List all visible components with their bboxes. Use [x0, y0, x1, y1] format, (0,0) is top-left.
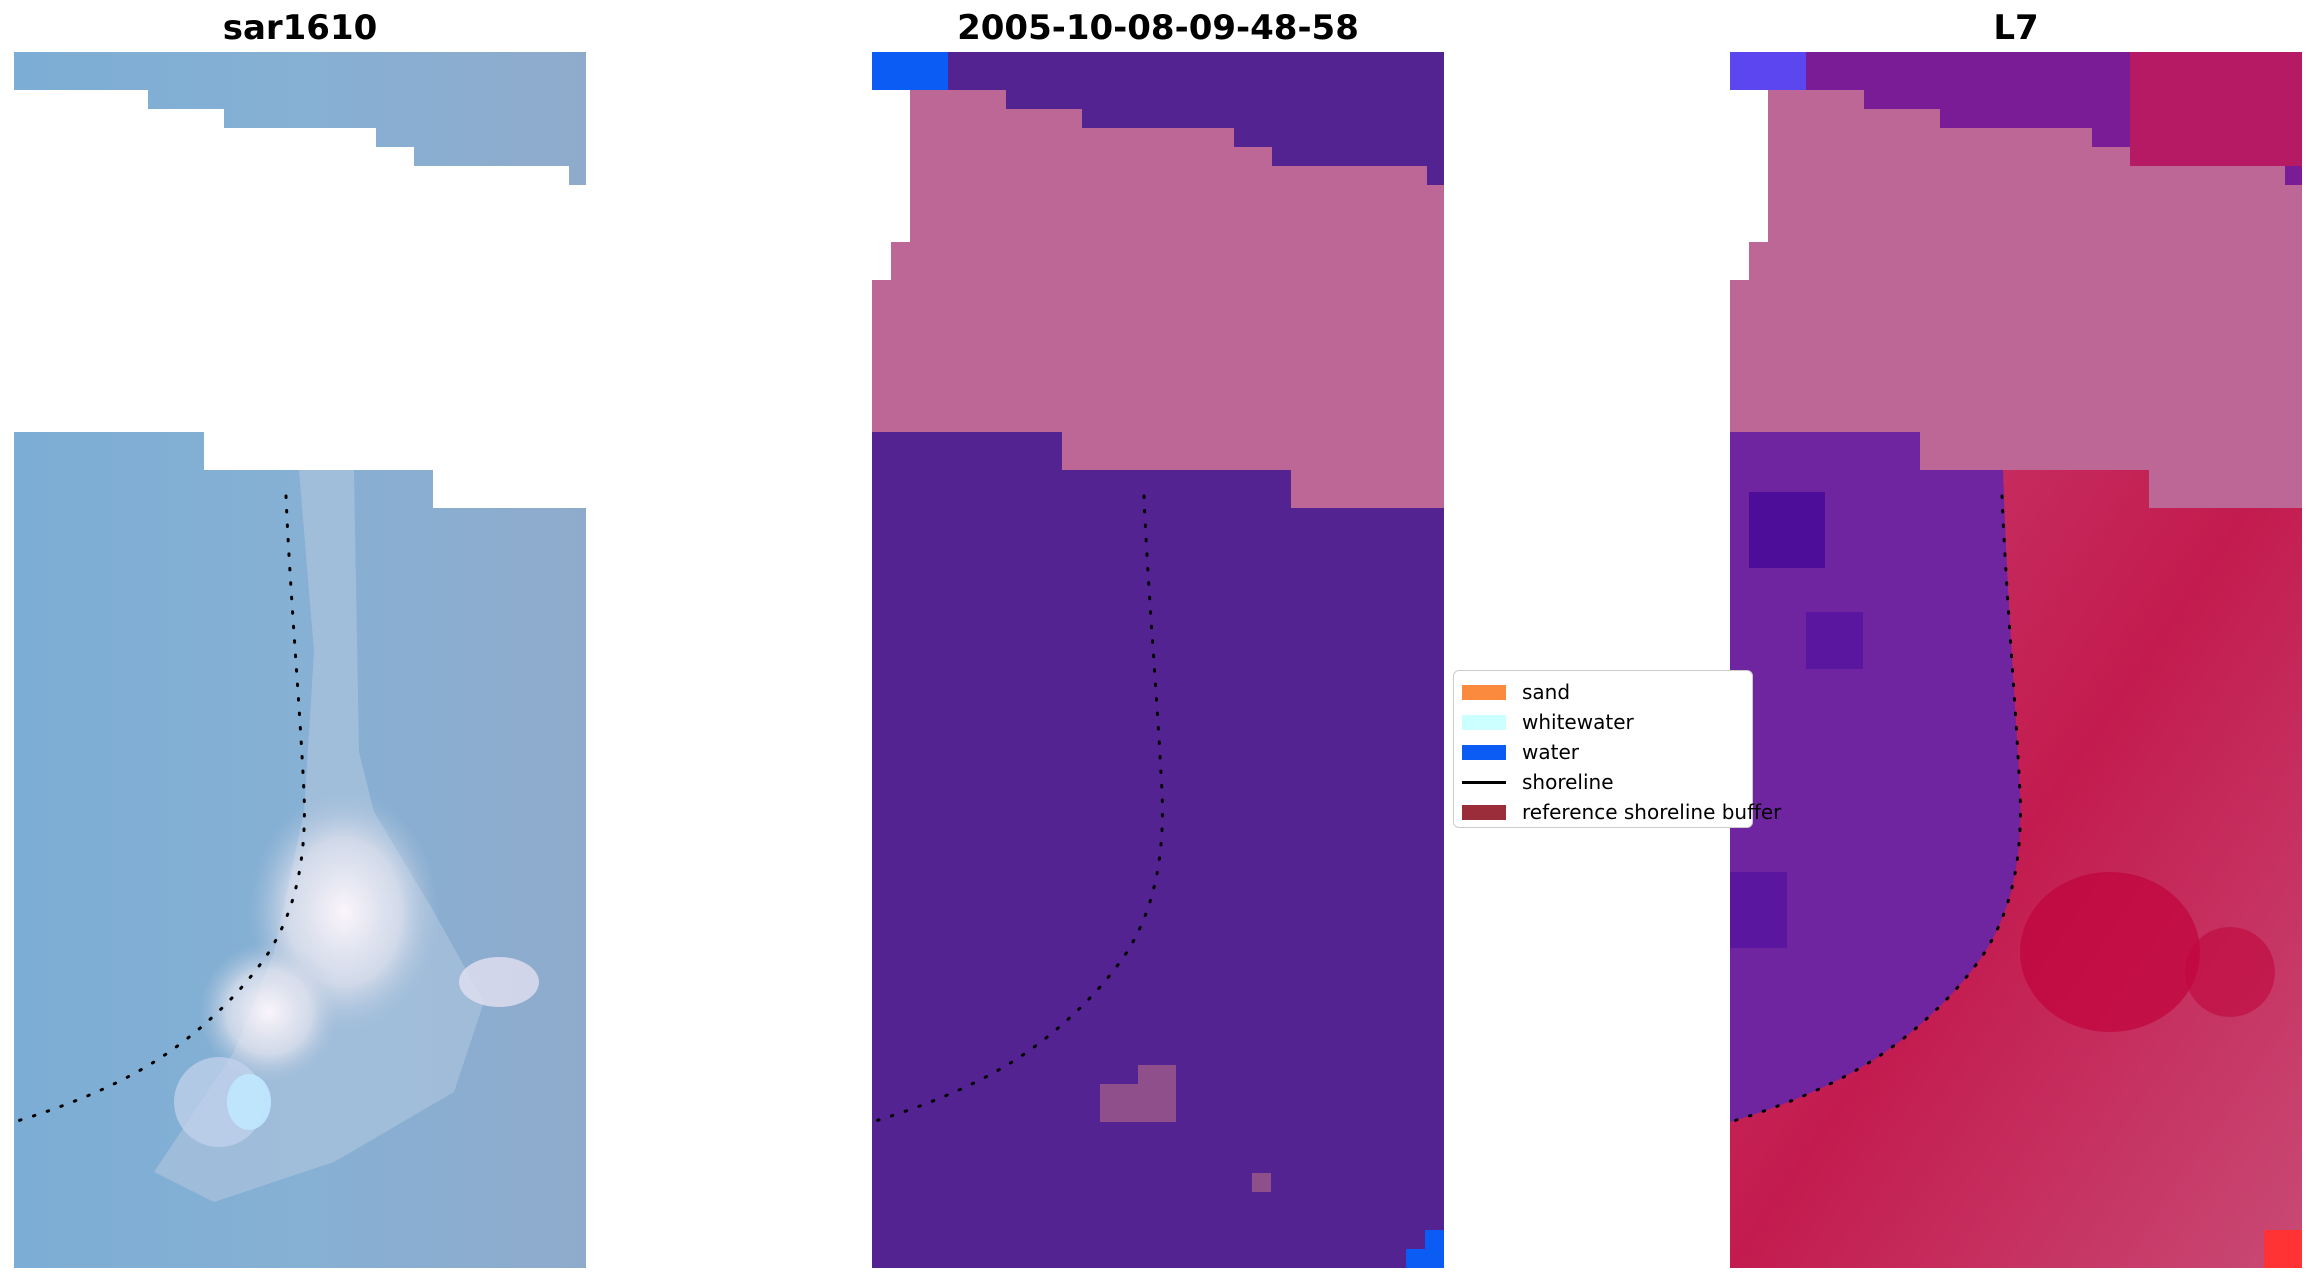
whitewater-patch	[459, 957, 539, 1007]
index-hot-patch	[2264, 1230, 2302, 1268]
legend: sand whitewater water shoreline referenc…	[1453, 670, 1781, 828]
image-data-strip	[14, 52, 586, 185]
legend-item-water: water	[1454, 737, 1752, 767]
bright-spot	[227, 1074, 271, 1130]
class-water	[872, 52, 948, 90]
legend-label: shoreline	[1522, 770, 1614, 794]
legend-label: water	[1522, 740, 1579, 764]
legend-item-sand: sand	[1454, 677, 1752, 707]
whitewater-swatch	[1462, 714, 1506, 730]
panel-title-date: 2005-10-08-09-48-58	[957, 8, 1359, 48]
legend-item-shoreline: shoreline	[1454, 767, 1752, 797]
class-water	[1406, 1230, 1444, 1268]
l7-image	[1730, 52, 2302, 1268]
rgb-image-panel	[14, 52, 586, 1268]
class-region-other	[948, 52, 1444, 185]
shoreline	[14, 494, 306, 1124]
index-region-low	[1730, 432, 2021, 1122]
whitewater-patch	[199, 942, 339, 1082]
index-hot-patch	[2020, 872, 2200, 1032]
index-dark-patch	[1730, 872, 1787, 948]
classified-image-panel	[872, 52, 1444, 1268]
legend-label: sand	[1522, 680, 1571, 704]
index-top-red	[2130, 52, 2302, 166]
index-region-pink	[1730, 90, 2302, 508]
index-hot-patch	[2185, 927, 2275, 1017]
legend-label: reference shoreline buffer	[1522, 800, 1782, 824]
panel-title-sar1610: sar1610	[222, 8, 378, 48]
legend-label: whitewater	[1522, 710, 1634, 734]
class-region-other	[872, 432, 1444, 1268]
index-dark-patch	[1806, 612, 1863, 669]
sand-swatch	[1462, 684, 1506, 700]
water-swatch	[1462, 744, 1506, 760]
shoreline	[1730, 494, 2022, 1124]
l7-image-panel	[1730, 52, 2302, 1268]
reference-buffer-swatch	[1462, 804, 1506, 820]
class-region-pink	[872, 90, 1444, 508]
classified-image	[872, 52, 1444, 1268]
rgb-image	[14, 52, 586, 1268]
shoreline	[872, 494, 1164, 1124]
shoreline-line-swatch	[1462, 780, 1506, 784]
legend-item-whitewater: whitewater	[1454, 707, 1752, 737]
index-dark-patch	[1749, 492, 1825, 568]
index-water	[1730, 52, 1806, 90]
legend-item-reference-shoreline-buffer: reference shoreline buffer	[1454, 797, 1781, 827]
class-small-patch	[1252, 1173, 1271, 1192]
class-small-patch	[1100, 1065, 1176, 1122]
panel-title-l7: L7	[1993, 8, 2039, 48]
